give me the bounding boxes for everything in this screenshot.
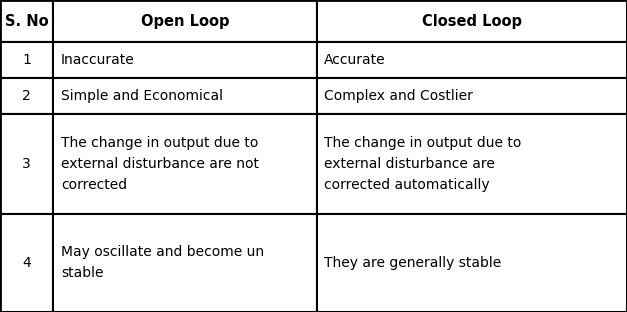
Bar (317, 0, 627, 42)
Bar (53, 78, 317, 114)
Bar (317, 78, 627, 114)
Text: The change in output due to
external disturbance are not
corrected: The change in output due to external dis… (61, 136, 259, 192)
Bar (0, 78, 53, 114)
Text: Inaccurate: Inaccurate (61, 53, 135, 67)
Text: S. No: S. No (5, 13, 48, 29)
Text: They are generally stable: They are generally stable (324, 256, 502, 270)
Bar (317, 214, 627, 312)
Text: Complex and Costlier: Complex and Costlier (324, 89, 473, 103)
Bar (0, 42, 53, 78)
Text: Open Loop: Open Loop (140, 13, 229, 29)
Bar (53, 0, 317, 42)
Text: 4: 4 (23, 256, 31, 270)
Bar (317, 42, 627, 78)
Bar (0, 214, 53, 312)
Bar (0, 114, 53, 214)
Text: Closed Loop: Closed Loop (422, 13, 522, 29)
Text: The change in output due to
external disturbance are
corrected automatically: The change in output due to external dis… (324, 136, 522, 192)
Bar (53, 214, 317, 312)
Text: 2: 2 (23, 89, 31, 103)
Bar (53, 42, 317, 78)
Bar (0, 0, 53, 42)
Text: Accurate: Accurate (324, 53, 386, 67)
Text: Simple and Economical: Simple and Economical (61, 89, 223, 103)
Bar (53, 114, 317, 214)
Bar (317, 114, 627, 214)
Text: May oscillate and become un
stable: May oscillate and become un stable (61, 245, 264, 280)
Text: 3: 3 (23, 157, 31, 171)
Text: 1: 1 (22, 53, 31, 67)
